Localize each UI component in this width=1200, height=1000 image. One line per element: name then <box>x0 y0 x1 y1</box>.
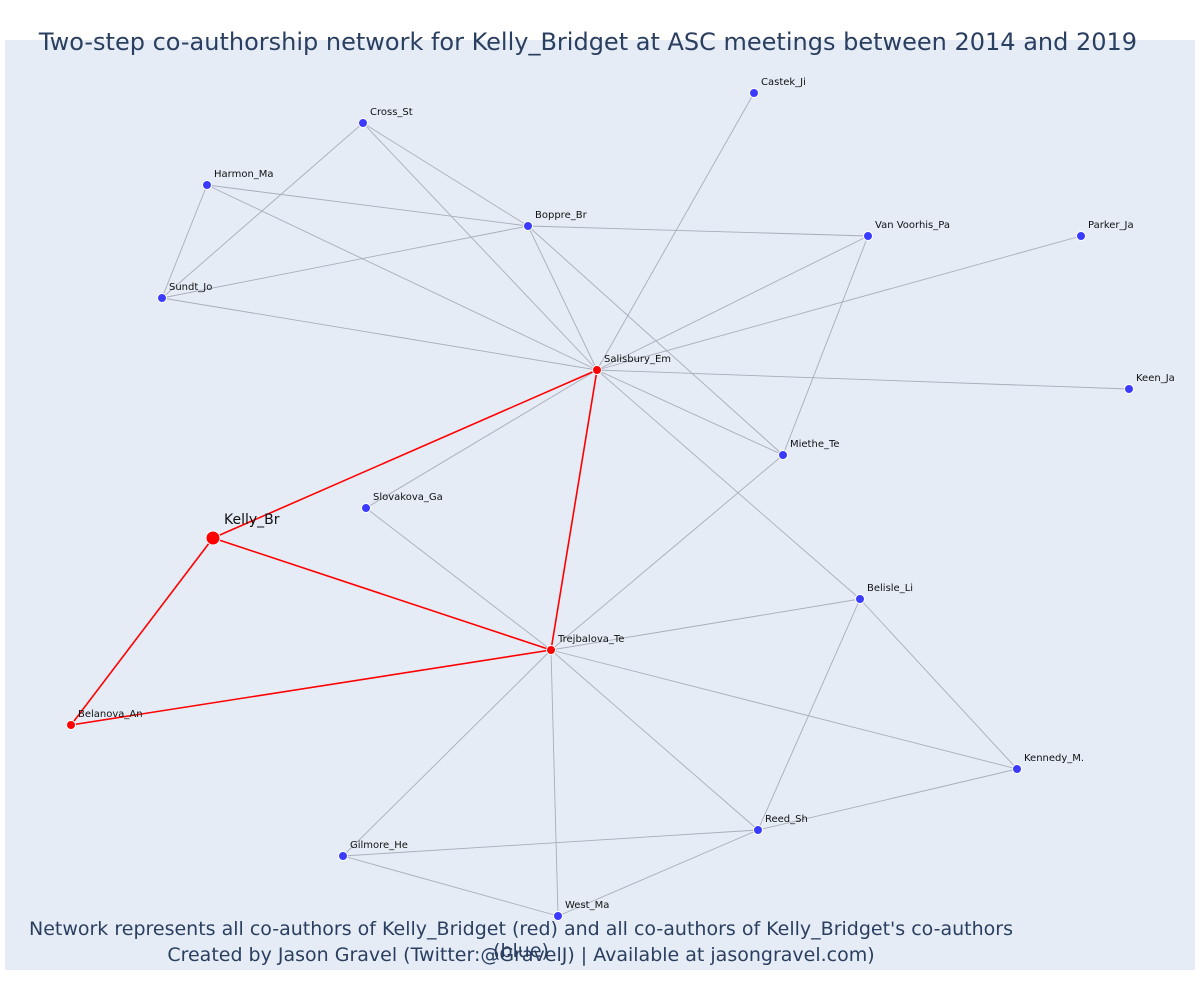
edge-salisbury-em-miethe-te <box>596 369 784 456</box>
edge-kelly-br-trejbalova-te <box>212 537 552 651</box>
node-label-kennedy-m: Kennedy_M. <box>1024 753 1084 764</box>
edge-salisbury-em-boppre-br <box>527 225 598 371</box>
node-kennedy-m[interactable] <box>1012 764 1022 774</box>
node-label-castek-ji: Castek_Ji <box>761 77 806 88</box>
edge-reed-sh-gilmore-he <box>342 829 759 857</box>
edge-trejbalova-te-reed-sh <box>550 649 759 831</box>
edge-boppre-br-van-voorhis-pa <box>527 225 869 237</box>
caption-line-1: Network represents all co-authors of Kel… <box>28 918 1014 962</box>
node-sundt-jo[interactable] <box>157 293 167 303</box>
edge-salisbury-em-harmon-ma <box>206 184 598 371</box>
edge-trejbalova-te-kennedy-m <box>550 649 1018 770</box>
chart-title: Two-step co-authorship network for Kelly… <box>38 28 1138 56</box>
node-slovakova-ga[interactable] <box>361 503 371 513</box>
node-label-keen-ja: Keen_Ja <box>1136 373 1175 384</box>
edge-van-voorhis-pa-miethe-te <box>782 235 869 456</box>
caption-line-2: Created by Jason Gravel (Twitter:@Gravel… <box>167 944 875 966</box>
node-trejbalova-te[interactable] <box>546 645 556 655</box>
node-label-slovakova-ga: Slovakova_Ga <box>373 492 443 503</box>
edge-reed-sh-west-ma <box>557 829 759 917</box>
edge-belanova-an-trejbalova-te <box>70 649 552 726</box>
edge-salisbury-em-trejbalova-te <box>550 369 598 651</box>
node-boppre-br[interactable] <box>523 221 533 231</box>
edge-gilmore-he-west-ma <box>342 855 559 917</box>
node-salisbury-em[interactable] <box>592 365 602 375</box>
edge-kelly-br-salisbury-em <box>212 369 598 539</box>
edge-salisbury-em-cross-st <box>362 122 598 371</box>
edge-harmon-ma-boppre-br <box>206 184 529 227</box>
edge-boppre-br-miethe-te <box>527 225 784 456</box>
node-layer <box>66 88 1134 921</box>
edge-belisle-li-reed-sh <box>757 598 861 831</box>
node-label-sundt-jo: Sundt_Jo <box>169 282 212 293</box>
label-layer: Kelly_Br Salisbury_Em Trejbalova_Te Belanov… <box>78 77 1175 911</box>
edge-trejbalova-te-west-ma <box>550 649 559 917</box>
node-castek-ji[interactable] <box>749 88 759 98</box>
node-label-west-ma: West_Ma <box>565 900 609 911</box>
edge-miethe-te-trejbalova-te <box>550 454 784 651</box>
node-reed-sh[interactable] <box>753 825 763 835</box>
node-harmon-ma[interactable] <box>202 180 212 190</box>
edge-cross-st-sundt-jo <box>161 122 364 299</box>
node-miethe-te[interactable] <box>778 450 788 460</box>
edge-kennedy-m-reed-sh <box>757 768 1018 831</box>
edge-salisbury-em-parker-ja <box>596 235 1082 371</box>
edge-salisbury-em-belisle-li <box>596 369 861 600</box>
edge-slovakova-ga-trejbalova-te <box>365 507 552 651</box>
node-parker-ja[interactable] <box>1076 231 1086 241</box>
edge-trejbalova-te-gilmore-he <box>342 649 552 857</box>
edge-kelly-br-belanova-an <box>70 537 214 726</box>
edge-salisbury-em-castek-ji <box>596 92 755 371</box>
node-west-ma[interactable] <box>553 911 563 921</box>
edge-belisle-li-kennedy-m <box>859 598 1018 770</box>
node-keen-ja[interactable] <box>1124 384 1134 394</box>
edge-salisbury-em-slovakova-ga <box>365 369 598 509</box>
node-label-reed-sh: Reed_Sh <box>765 814 808 825</box>
node-label-belisle-li: Belisle_Li <box>867 583 913 594</box>
edge-sundt-jo-boppre-br <box>161 225 529 299</box>
edge-salisbury-em-van-voorhis-pa <box>596 235 869 371</box>
node-label-boppre-br: Boppre_Br <box>535 210 588 221</box>
edge-harmon-ma-sundt-jo <box>161 184 208 299</box>
node-kelly-br[interactable] <box>205 530 221 546</box>
node-label-trejbalova-te: Trejbalova_Te <box>557 634 624 645</box>
node-cross-st[interactable] <box>358 118 368 128</box>
node-label-salisbury-em: Salisbury_Em <box>604 354 671 365</box>
edge-trejbalova-te-belisle-li <box>550 598 861 651</box>
node-label-cross-st: Cross_St <box>370 107 413 118</box>
edge-salisbury-em-keen-ja <box>596 369 1130 390</box>
edge-salisbury-em-sundt-jo <box>161 297 598 371</box>
node-belanova-an[interactable] <box>66 720 76 730</box>
edge-layer <box>70 92 1130 917</box>
plot-background <box>5 40 1195 970</box>
edge-cross-st-boppre-br <box>362 122 529 227</box>
node-label-belanova-an: Belanova_An <box>78 709 143 720</box>
node-label-harmon-ma: Harmon_Ma <box>214 169 274 180</box>
node-label-gilmore-he: Gilmore_He <box>350 840 408 851</box>
node-label-parker-ja: Parker_Ja <box>1088 220 1134 231</box>
node-belisle-li[interactable] <box>855 594 865 604</box>
node-gilmore-he[interactable] <box>338 851 348 861</box>
node-label-van-voorhis-pa: Van Voorhis_Pa <box>875 220 950 231</box>
node-van-voorhis-pa[interactable] <box>863 231 873 241</box>
node-label-miethe-te: Miethe_Te <box>790 439 840 450</box>
node-label-kelly-br: Kelly_Br <box>224 512 280 528</box>
